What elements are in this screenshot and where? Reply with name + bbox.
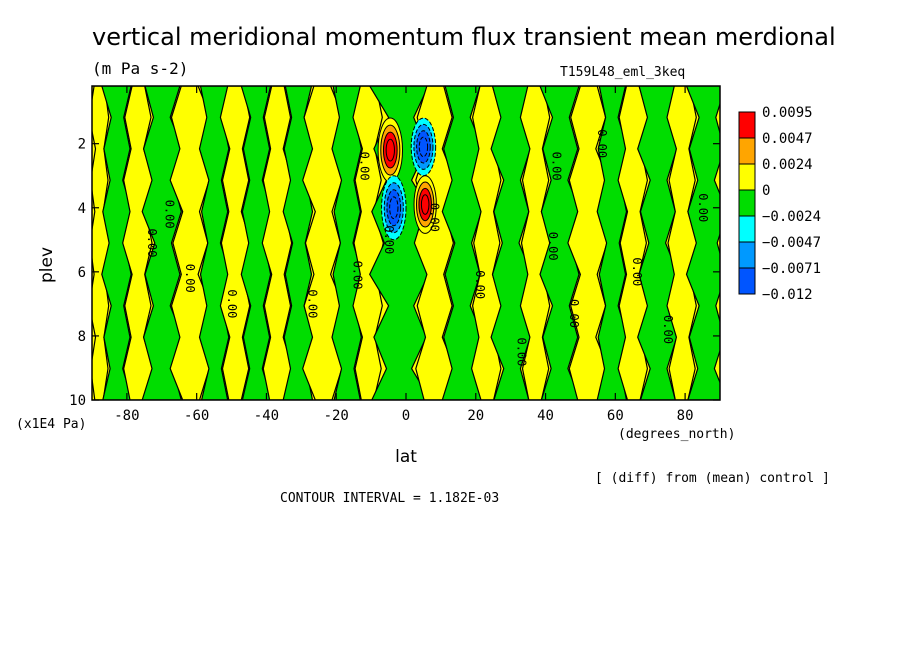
contour-label: 0.00 xyxy=(145,229,159,258)
y-tick-label: 8 xyxy=(78,329,86,345)
colorbar-level-label: 0.0024 xyxy=(762,157,813,173)
colorbar-level-label: −0.0071 xyxy=(762,261,821,277)
field-band xyxy=(666,86,698,400)
field-band xyxy=(219,86,252,400)
contour-label: 0.00 xyxy=(382,225,396,254)
field-band xyxy=(331,86,364,400)
chart-title: vertical meridional momentum flux transi… xyxy=(92,23,836,51)
x-tick-label: 80 xyxy=(677,408,694,424)
contour-label: 0.00 xyxy=(661,315,675,344)
field-band xyxy=(352,86,384,400)
extremum-ring xyxy=(385,138,395,162)
contour-label: 0.00 xyxy=(696,193,710,222)
colorbar-swatch xyxy=(738,215,756,243)
colorbar-swatch xyxy=(738,137,756,165)
colorbar-swatch xyxy=(738,189,756,217)
colorbar-swatch xyxy=(738,241,756,269)
field-band xyxy=(92,86,111,400)
contour-label: 0.00 xyxy=(546,232,560,261)
field-band xyxy=(198,86,231,400)
colorbar-level-label: 0.0047 xyxy=(762,131,813,147)
contour-label: 0.00 xyxy=(427,203,441,232)
extrema-layer xyxy=(377,117,437,241)
field-band xyxy=(637,86,679,400)
x-tick-label: 40 xyxy=(537,408,554,424)
field-band xyxy=(617,86,650,400)
x-axis: -80 -60 -40 -20 0 20 40 60 80 xyxy=(114,86,694,424)
field-band xyxy=(101,86,133,400)
x-tick-label: 60 xyxy=(607,408,624,424)
field-band xyxy=(539,86,582,400)
contour-label: 0.00 xyxy=(550,152,564,181)
y-axis-label: plev xyxy=(37,247,57,283)
y-tick-label: 4 xyxy=(78,201,86,217)
y-tick-label: 10 xyxy=(69,393,86,409)
y-axis: 2 4 6 8 10 xyxy=(69,137,720,409)
field-band xyxy=(685,86,720,400)
contour-labels: 0.000.000.000.000.000.000.000.000.000.00… xyxy=(145,129,710,366)
colorbar: 0.0095 0.0047 0.0024 0 −0.0024 −0.0047 −0.0071… xyxy=(738,105,821,303)
contour-label: 0.00 xyxy=(305,289,319,318)
contour-label: 0.00 xyxy=(567,299,581,328)
field-band xyxy=(519,86,552,400)
contour-label: 0.00 xyxy=(630,257,644,286)
contour-label: 0.00 xyxy=(351,261,365,290)
contour-label: 0.00 xyxy=(225,289,239,318)
contour-label: 0.00 xyxy=(473,270,487,299)
colorbar-swatch xyxy=(738,267,756,295)
x-tick-label: -60 xyxy=(184,408,209,424)
x-tick-label: -80 xyxy=(114,408,139,424)
x-axis-units: (degrees_north) xyxy=(618,427,735,442)
x-tick-label: 20 xyxy=(467,408,484,424)
colorbar-level-label: −0.012 xyxy=(762,287,813,303)
extremum-ring xyxy=(389,196,399,220)
colorbar-swatch xyxy=(738,163,756,191)
x-tick-label: -40 xyxy=(254,408,279,424)
contour-label: 0.00 xyxy=(358,152,372,181)
diff-note: [ (diff) from (mean) control ] xyxy=(595,471,830,486)
field-band xyxy=(240,86,273,400)
contour-interval: CONTOUR INTERVAL = 1.182E-03 xyxy=(280,491,499,506)
plot-area xyxy=(92,86,720,400)
contour-label: 0.00 xyxy=(515,337,529,366)
colorbar-level-label: −0.0047 xyxy=(762,235,821,251)
chart-units: (m Pa s-2) xyxy=(92,59,188,78)
y-tick-label: 6 xyxy=(78,265,86,281)
extremum-ring xyxy=(420,194,430,215)
contour-label: 0.00 xyxy=(162,200,176,229)
x-axis-label: lat xyxy=(395,447,417,467)
x-tick-label: 0 xyxy=(402,408,410,424)
field-band xyxy=(470,86,503,400)
contour-label: 0.00 xyxy=(183,264,197,293)
colorbar-level-label: 0.0095 xyxy=(762,105,813,121)
colorbar-swatch xyxy=(738,111,756,139)
colorbar-level-label: 0 xyxy=(762,183,770,199)
x-tick-label: -20 xyxy=(324,408,349,424)
run-label: T159L48_eml_3keq xyxy=(560,65,685,80)
field-band xyxy=(490,86,533,400)
colorbar-level-label: −0.0024 xyxy=(762,209,821,225)
y-axis-units: (x1E4 Pa) xyxy=(16,417,86,432)
extremum-ring xyxy=(418,136,429,158)
contour-label: 0.00 xyxy=(595,129,609,158)
y-tick-label: 2 xyxy=(78,137,86,153)
